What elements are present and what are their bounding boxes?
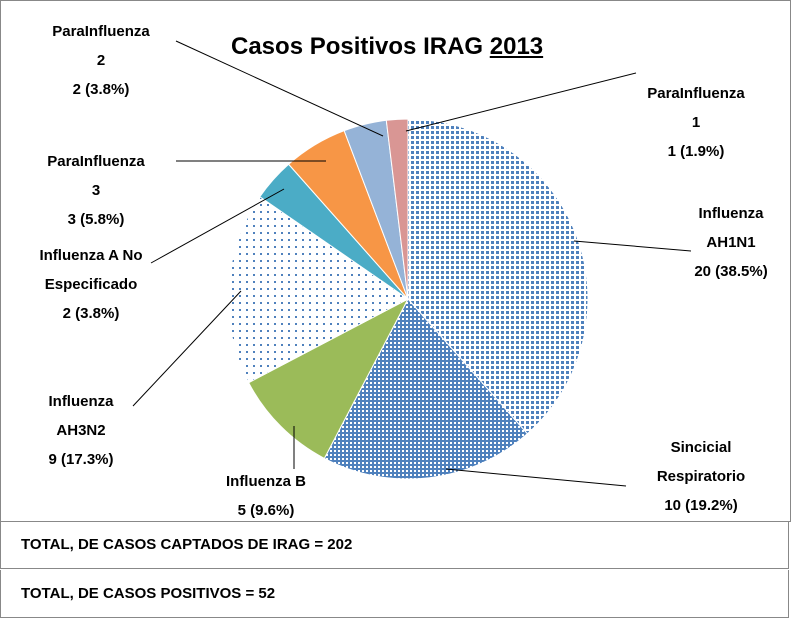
category-label: ParaInfluenza 3 (47, 153, 145, 199)
data-label: Sincicial Respiratorio 10 (19.2%) (621, 433, 781, 520)
leader-line (573, 240, 692, 252)
value-label: 10 (19.2%) (664, 497, 738, 514)
value-label: 9 (17.3%) (48, 451, 114, 468)
footer-row: TOTAL, DE CASOS POSITIVOS = 52 (0, 570, 789, 618)
leader-line (405, 72, 637, 132)
data-label: ParaInfluenza 2 2 (3.8%) (21, 17, 181, 104)
category-label: Influenza B (225, 473, 306, 490)
pie-slice (247, 297, 410, 460)
leader-line (175, 40, 384, 137)
value-label: 3 (5.8%) (67, 211, 125, 228)
category-label: Influenza A No Especificado (39, 247, 143, 293)
pie-canvas (132, 40, 692, 487)
value-label: 20 (38.5%) (694, 263, 768, 280)
data-label: Influenza A No Especificado 2 (3.8%) (11, 241, 171, 328)
category-label: Influenza AH1N1 (698, 205, 764, 251)
leader-line (150, 188, 285, 264)
chart-title: Casos Positivos IRAG 2013 (231, 33, 544, 60)
value-label: 1 (1.9%) (667, 143, 725, 160)
value-label: 5 (9.6%) (237, 502, 295, 519)
pie-slice (407, 118, 589, 435)
category-label: ParaInfluenza 1 (647, 85, 745, 131)
data-label: Influenza B 5 (9.6%) (191, 467, 341, 525)
chart: Casos Positivos IRAG 2013 Influenza AH1N… (0, 0, 791, 522)
value-label: 2 (3.8%) (62, 305, 120, 322)
data-label: ParaInfluenza 1 1 (1.9%) (616, 79, 776, 166)
value-label: 2 (3.8%) (72, 81, 130, 98)
data-label: Influenza AH3N2 9 (17.3%) (1, 387, 161, 474)
pie-slice (227, 196, 409, 384)
category-label: ParaInfluenza 2 (52, 23, 150, 69)
data-label: Influenza AH1N1 20 (38.5%) (656, 199, 791, 286)
leader-line (132, 290, 242, 407)
pie-slice (323, 298, 529, 480)
footer-row: TOTAL, DE CASOS CAPTADOS DE IRAG = 202 (0, 521, 789, 569)
category-label: Influenza AH3N2 (48, 393, 114, 439)
data-label: ParaInfluenza 3 3 (5.8%) (16, 147, 176, 234)
leader-line (445, 468, 627, 487)
category-label: Sincicial Respiratorio (656, 439, 746, 485)
pie-slice (385, 118, 409, 300)
